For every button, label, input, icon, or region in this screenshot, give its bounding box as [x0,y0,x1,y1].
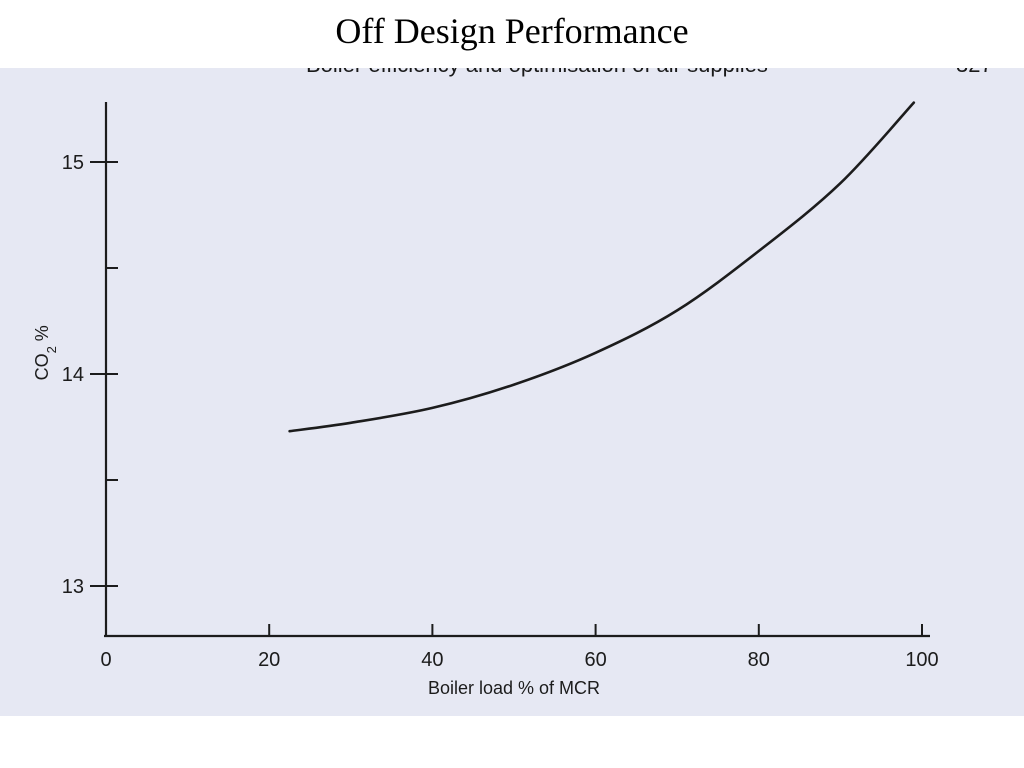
co2-curve [288,101,916,433]
y-tick-label-15: 15 [62,152,84,174]
x-tick-label-40: 40 [421,649,443,671]
x-tick-label-20: 20 [258,649,280,671]
y-axis-label: CO2 % [32,325,59,380]
x-axis-label: Boiler load % of MCR [428,678,600,698]
scanned-book-page: Boiler efficiency and optimisation of ai… [0,68,1024,716]
x-tick-label-100: 100 [905,649,938,671]
chart-series [288,101,916,433]
chart-ticks: 13 14 15 0 20 40 60 80 100 [62,152,939,671]
x-tick-label-60: 60 [584,649,606,671]
y-tick-label-13: 13 [62,576,84,598]
slide-title: Off Design Performance [335,11,689,51]
scan-running-header: Boiler efficiency and optimisation of ai… [306,68,768,78]
chart-axes [104,102,930,638]
y-tick-label-14: 14 [62,364,84,386]
co2-vs-load-chart: 13 14 15 0 20 40 60 80 100 Boiler load % of MCR C… [32,101,939,698]
x-tick-label-0: 0 [100,649,111,671]
scan-page-number: 327 [956,68,993,78]
x-tick-label-80: 80 [748,649,770,671]
chart-axis-labels: Boiler load % of MCR CO2 % [32,325,600,698]
